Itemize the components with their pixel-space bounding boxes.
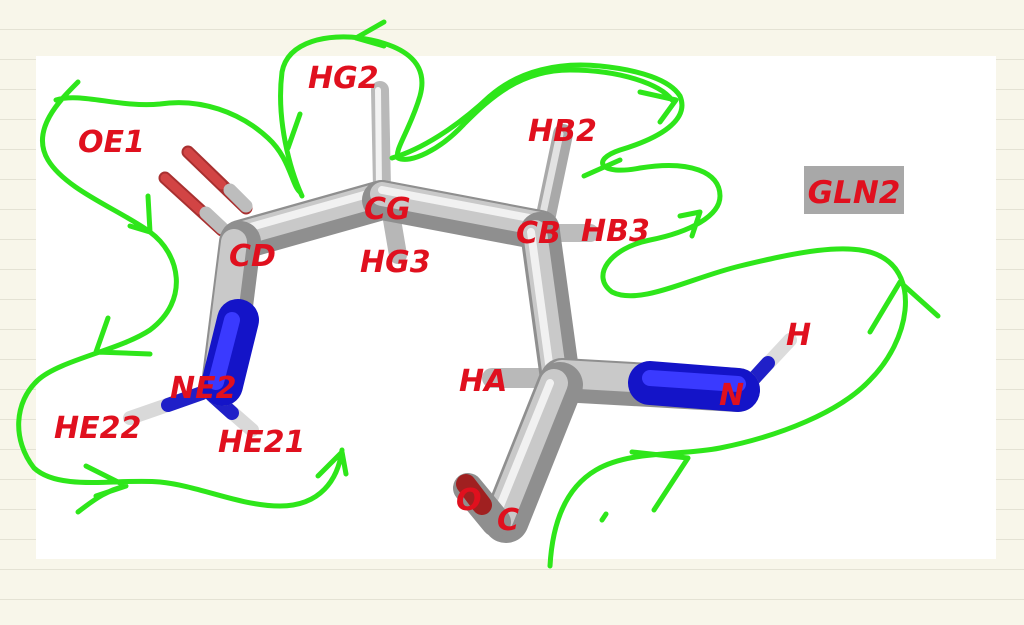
atom-label-he21: HE21: [218, 425, 305, 460]
bond-cg-cb: [362, 180, 560, 250]
hand-drawn-annotations: [16, 19, 941, 569]
annotation-loop-right-top: [389, 62, 883, 299]
bond-ca-c: [483, 362, 583, 543]
atom-label-n: N: [719, 378, 744, 413]
atom-label-ne2: NE2: [170, 371, 236, 406]
residue-label-box: [804, 166, 904, 214]
annotation-loop-left: [16, 79, 349, 515]
atom-label-hg3: HG3: [360, 245, 431, 280]
bond-cd-oe1: [158, 145, 253, 237]
atom-label-cb: CB: [516, 216, 561, 251]
bond-ne2-he22-n: [161, 386, 209, 412]
bond-cg-cd: [220, 180, 402, 260]
bond-cg-hg2: [371, 81, 391, 197]
atom-label-ha: HA: [459, 364, 507, 399]
annotation-loop-top: [278, 19, 679, 199]
atom-label-h: H: [786, 318, 811, 353]
bond-c-o: [453, 473, 511, 537]
bonds: [123, 81, 797, 543]
atom-label-c: C: [497, 503, 519, 538]
atom-label-oe1: OE1: [78, 125, 145, 160]
atom-label-cd: CD: [229, 239, 276, 274]
bond-cd-ne2: [201, 221, 261, 406]
atom-label-cg: CG: [364, 192, 411, 227]
bond-cb-hb2: [535, 124, 573, 230]
bond-ca-n: [540, 358, 760, 412]
residue-label: GLN2: [808, 175, 901, 211]
bond-cb-ca: [520, 212, 580, 398]
atom-label-he22: HE22: [54, 411, 141, 446]
atom-label-o: O: [456, 483, 482, 518]
annotation-loop-right: [547, 253, 941, 569]
atom-label-hg2: HG2: [308, 61, 379, 96]
atom-labels: OE1 HG2 HB2 CD CG CB HB3 HG3 NE2 HE22 HE…: [54, 61, 811, 538]
atom-label-hb2: HB2: [528, 114, 597, 149]
